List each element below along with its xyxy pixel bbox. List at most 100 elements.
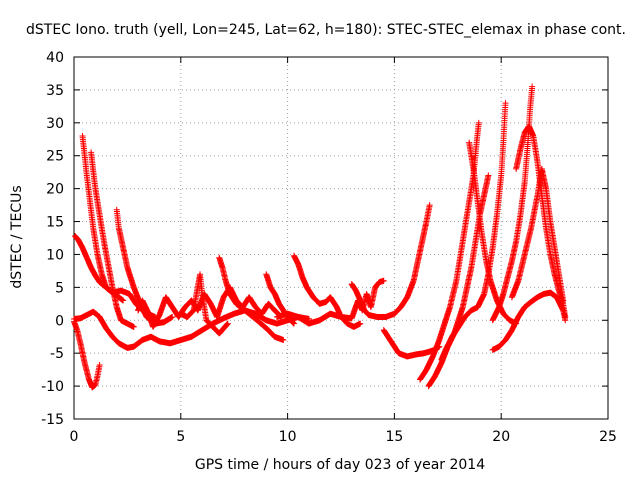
data-marker-trail [304, 285, 316, 300]
data-marker-trail [539, 167, 549, 191]
data-series-12 [273, 277, 387, 327]
data-marker-trail [299, 275, 310, 290]
data-marker-trail [96, 213, 107, 243]
data-marker-trail [530, 134, 541, 164]
data-marker-trail [233, 301, 248, 313]
data-marker-trail [535, 291, 547, 300]
data-series-8 [177, 271, 231, 337]
data-marker-trail [489, 213, 500, 250]
data-point [280, 337, 287, 344]
data-point [224, 320, 231, 327]
data-point [380, 277, 387, 284]
data-marker-trail [522, 226, 534, 257]
data-marker-trail [468, 239, 479, 270]
data-marker-trail [539, 193, 549, 230]
data-marker-trail [462, 200, 472, 230]
data-marker-trail [438, 347, 449, 362]
data-marker-trail [223, 278, 233, 296]
data-point [560, 297, 567, 304]
data-marker-trail [114, 305, 124, 323]
data-marker-trail [466, 141, 477, 171]
data-marker-trail [219, 265, 229, 283]
data-marker-trail [483, 259, 494, 283]
data-marker-trail [90, 226, 101, 256]
data-marker-trail [526, 124, 536, 139]
data-point [426, 202, 433, 209]
data-marker-trail [92, 187, 103, 217]
data-series-17 [438, 100, 509, 363]
data-marker-trail [216, 321, 231, 336]
data-marker-trail [116, 226, 126, 250]
x-tick-label: 25 [599, 429, 617, 445]
x-tick-label: 15 [385, 429, 403, 445]
data-marker-trail [263, 272, 274, 290]
data-marker-trail [449, 324, 461, 339]
data-marker-trail [148, 334, 162, 344]
data-marker-trail [285, 314, 297, 327]
y-tick-label: 30 [46, 116, 64, 132]
data-marker-trail [295, 262, 306, 280]
data-marker-trail [517, 180, 528, 217]
data-point [120, 297, 127, 304]
data-marker-trail [391, 304, 404, 317]
data-marker-trail [513, 147, 524, 171]
x-tick-label: 10 [279, 429, 297, 445]
data-marker-trail [368, 285, 378, 309]
data-point [475, 119, 482, 126]
y-tick-label: 0 [55, 313, 64, 329]
y-tick-label: 35 [46, 83, 64, 99]
data-marker-trail [381, 327, 395, 346]
data-marker-trail [253, 311, 269, 323]
data-marker-trail [475, 291, 487, 310]
data-point [502, 100, 509, 107]
tick-labels: 0 5 10 15 20 25 -15 -10 -5 0 5 10 15 20 25 30 35 40 [41, 50, 617, 445]
data-marker-trail [500, 102, 509, 144]
data-marker-trail [127, 291, 139, 307]
data-series-10 [263, 271, 298, 327]
data-marker-trail [88, 151, 99, 190]
y-tick-label: -5 [50, 346, 64, 362]
data-marker-trail [417, 367, 429, 382]
data-marker-trail [515, 252, 528, 283]
data-marker-trail [415, 239, 425, 263]
data-marker-trail [353, 288, 363, 303]
y-tick-label: 10 [46, 247, 64, 263]
data-marker-trail [426, 373, 438, 389]
data-marker-trail [77, 341, 88, 365]
data-marker-trail [197, 273, 205, 296]
data-marker-trail [163, 294, 175, 310]
data-marker-trail [496, 337, 508, 350]
y-axis-label: dSTEC / TECUs [9, 185, 25, 288]
data-point [96, 362, 103, 369]
data-marker-trail [436, 325, 447, 342]
data-marker-trail [124, 265, 137, 290]
data-marker-trail [481, 173, 492, 197]
data-marker-trail [79, 134, 88, 157]
data-marker-trail [90, 309, 103, 320]
data-marker-trail [543, 226, 554, 256]
data-series-2 [71, 318, 103, 391]
data-marker-trail [498, 141, 507, 177]
y-tick-label: 20 [46, 182, 64, 198]
data-marker-trail [515, 304, 528, 320]
data-marker-trail [272, 291, 282, 306]
data-marker-trail [517, 131, 528, 151]
data-marker-trail [97, 314, 109, 331]
data-series-4 [88, 149, 137, 330]
data-marker-trail [101, 239, 111, 266]
data-marker-trail [82, 361, 92, 382]
data-marker-trail [84, 255, 94, 270]
data-marker-trail [502, 327, 515, 343]
data-marker-trail [462, 307, 474, 320]
data-series-13 [348, 202, 433, 320]
data-marker-trail [131, 337, 145, 350]
data-marker-trail [404, 278, 417, 300]
data-marker-trail [556, 272, 566, 302]
data-marker-trail [423, 354, 436, 372]
x-tick-label: 20 [492, 429, 510, 445]
data-marker-trail [500, 311, 513, 323]
x-tick-label: 5 [176, 429, 185, 445]
data-point [291, 320, 298, 327]
data-marker-trail [120, 246, 131, 270]
